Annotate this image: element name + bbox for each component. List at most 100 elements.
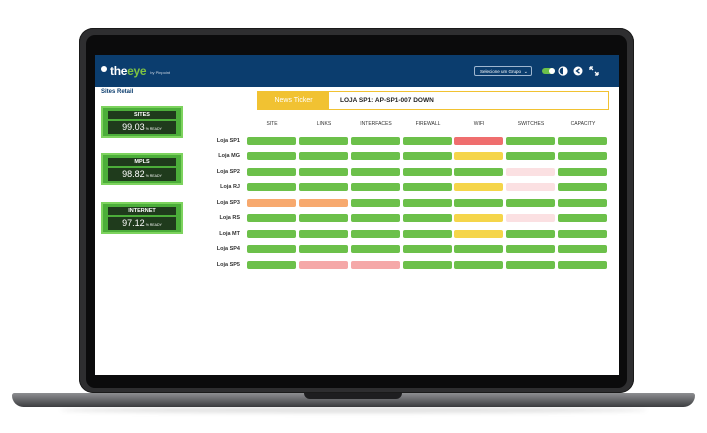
status-cell[interactable] (506, 199, 555, 207)
status-cell[interactable] (247, 261, 296, 269)
status-cell[interactable] (558, 152, 607, 160)
kpi-card-sites[interactable]: SITES 99.03% READY (101, 106, 183, 138)
status-cell[interactable] (299, 214, 348, 222)
row-header-loja-sp4: Loja SP4 (216, 245, 240, 252)
kpi-value: 98.82% READY (108, 168, 176, 181)
status-cell[interactable] (299, 199, 348, 207)
status-cell[interactable] (351, 152, 400, 160)
status-cell[interactable] (351, 261, 400, 269)
status-cell[interactable] (403, 230, 452, 238)
status-cell[interactable] (506, 137, 555, 145)
contrast-icon[interactable] (558, 66, 568, 76)
status-cell[interactable] (351, 199, 400, 207)
status-cell[interactable] (506, 183, 555, 191)
row-header-loja-sp1: Loja SP1 (216, 137, 240, 144)
toggle-switch-icon[interactable] (542, 68, 555, 74)
status-cell[interactable] (454, 214, 503, 222)
status-cell[interactable] (403, 199, 452, 207)
status-cell[interactable] (247, 152, 296, 160)
status-cell[interactable] (299, 137, 348, 145)
expand-icon[interactable] (589, 66, 599, 76)
ticker-text[interactable]: LOJA SP1: AP-SP1-007 DOWN (340, 97, 434, 104)
row-header-loja-mg: Loja MG (218, 152, 240, 159)
row-header-loja-mt: Loja MT (219, 230, 240, 237)
status-cell[interactable] (247, 245, 296, 253)
status-cell[interactable] (558, 230, 607, 238)
status-cell[interactable] (351, 183, 400, 191)
status-cell[interactable] (299, 230, 348, 238)
logo-mark-icon (101, 66, 107, 72)
status-cell[interactable] (351, 168, 400, 176)
row-header-loja-rs: Loja RS (219, 214, 240, 221)
logo-by-text: by Pinpoint (150, 70, 171, 75)
ticker-label: News Ticker (258, 92, 329, 109)
status-cell[interactable] (558, 245, 607, 253)
status-cell[interactable] (454, 261, 503, 269)
status-cell[interactable] (454, 230, 503, 238)
column-header-capacity: CAPACITY (570, 121, 596, 127)
status-cell[interactable] (558, 183, 607, 191)
status-cell[interactable] (558, 214, 607, 222)
status-cell[interactable] (558, 168, 607, 176)
app-screen: theeye by Pinpoint Selecione um Grupo ⌄ … (95, 55, 619, 375)
status-cell[interactable] (506, 168, 555, 176)
status-cell[interactable] (247, 199, 296, 207)
status-cell[interactable] (506, 214, 555, 222)
status-cell[interactable] (403, 152, 452, 160)
kpi-card-internet[interactable]: INTERNET 97.12% READY (101, 202, 183, 234)
status-cell[interactable] (454, 152, 503, 160)
status-cell[interactable] (506, 152, 555, 160)
status-cell[interactable] (558, 261, 607, 269)
sidebar-title: Sites Retail (101, 89, 134, 95)
kpi-title: INTERNET (108, 207, 176, 215)
status-cell[interactable] (351, 137, 400, 145)
status-cell[interactable] (247, 183, 296, 191)
status-cell[interactable] (247, 230, 296, 238)
status-cell[interactable] (299, 168, 348, 176)
status-cell[interactable] (351, 230, 400, 238)
row-header-loja-sp3: Loja SP3 (216, 199, 240, 206)
status-cell[interactable] (403, 137, 452, 145)
status-cell[interactable] (506, 230, 555, 238)
kpi-title: SITES (108, 111, 176, 119)
logo[interactable]: theeye by Pinpoint (101, 64, 170, 78)
kpi-title: MPLS (108, 158, 176, 166)
row-header-loja-sp5: Loja SP5 (216, 261, 240, 268)
kpi-value: 99.03% READY (108, 121, 176, 134)
status-cell[interactable] (558, 137, 607, 145)
status-cell[interactable] (454, 245, 503, 253)
laptop-base (12, 393, 695, 407)
status-cell[interactable] (506, 261, 555, 269)
column-header-wifi: WIFI (473, 121, 485, 127)
laptop-notch (304, 393, 402, 399)
status-cell[interactable] (403, 261, 452, 269)
status-cell[interactable] (454, 137, 503, 145)
status-cell[interactable] (403, 214, 452, 222)
status-cell[interactable] (403, 183, 452, 191)
status-cell[interactable] (247, 168, 296, 176)
column-header-site: SITE (266, 121, 278, 127)
group-select[interactable]: Selecione um Grupo ⌄ (474, 66, 532, 76)
news-ticker: News Ticker LOJA SP1: AP-SP1-007 DOWN (257, 91, 609, 110)
status-cell[interactable] (454, 199, 503, 207)
status-cell[interactable] (403, 245, 452, 253)
status-cell[interactable] (299, 183, 348, 191)
column-header-firewall: FIREWALL (415, 121, 441, 127)
status-cell[interactable] (403, 168, 452, 176)
status-cell[interactable] (299, 261, 348, 269)
status-cell[interactable] (247, 214, 296, 222)
column-header-links: LINKS (316, 121, 332, 127)
status-cell[interactable] (299, 245, 348, 253)
status-cell[interactable] (351, 245, 400, 253)
kpi-card-mpls[interactable]: MPLS 98.82% READY (101, 153, 183, 185)
chevron-down-icon: ⌄ (523, 69, 528, 75)
status-cell[interactable] (351, 214, 400, 222)
laptop-shadow (60, 407, 647, 413)
status-cell[interactable] (454, 168, 503, 176)
status-cell[interactable] (299, 152, 348, 160)
status-cell[interactable] (454, 183, 503, 191)
status-cell[interactable] (506, 245, 555, 253)
status-cell[interactable] (247, 137, 296, 145)
back-icon[interactable] (573, 66, 583, 76)
status-cell[interactable] (558, 199, 607, 207)
